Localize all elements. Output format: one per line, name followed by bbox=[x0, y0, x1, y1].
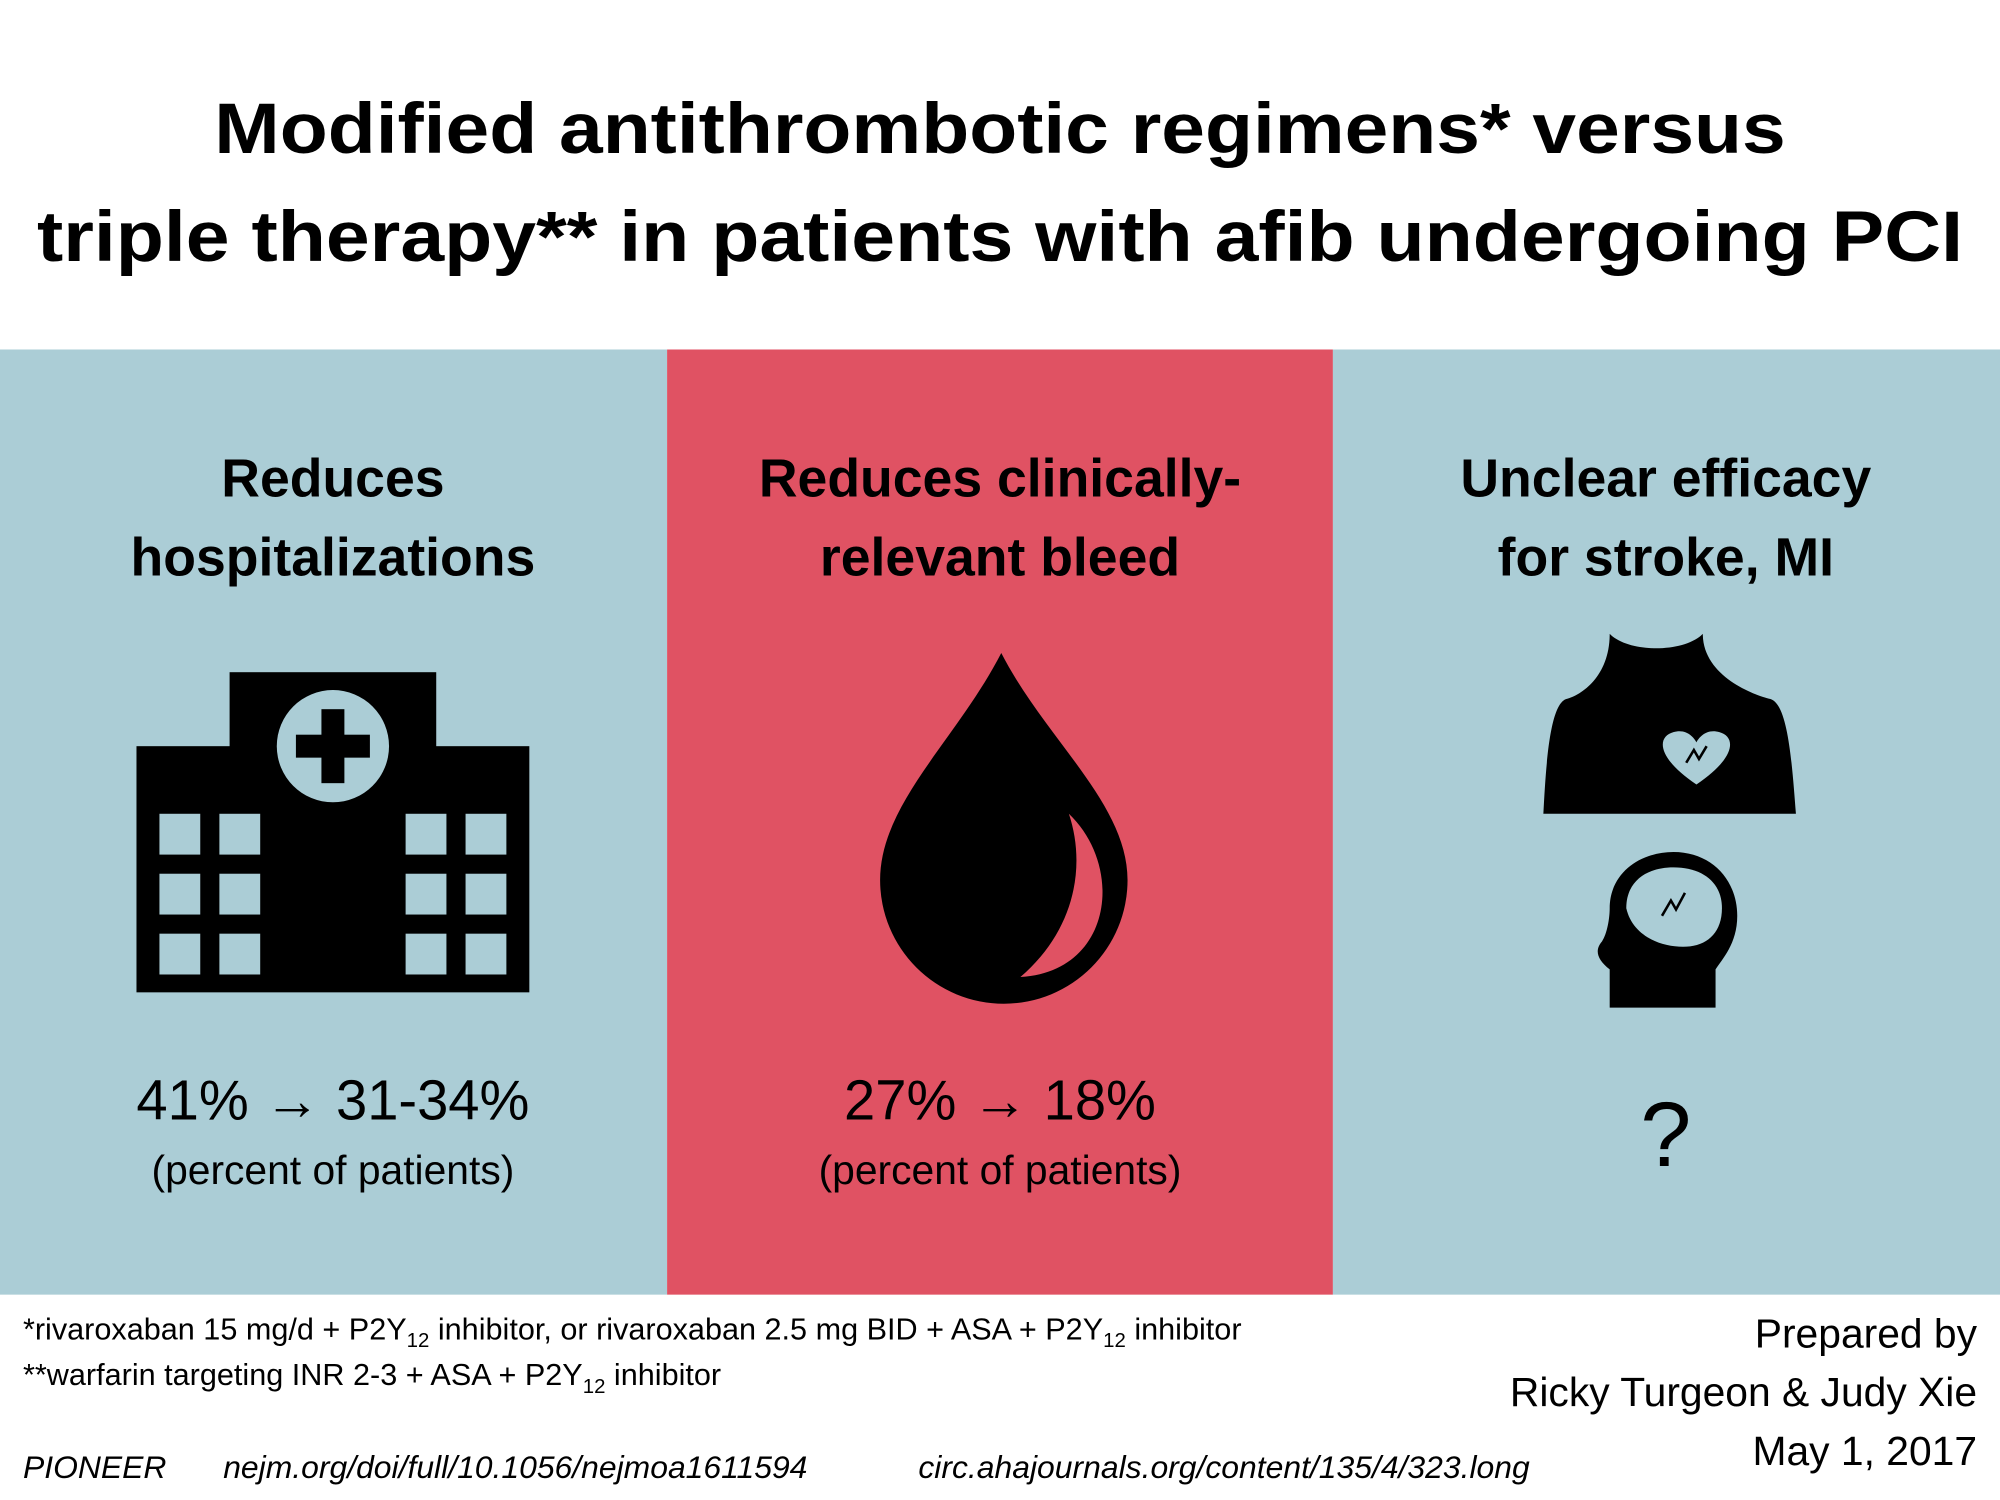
title-line: Modified antithrombotic regimens* versus bbox=[214, 89, 1785, 169]
panel-heading: hospitalizations bbox=[131, 528, 536, 587]
torso-icon bbox=[1543, 633, 1796, 814]
reference: PIONEER bbox=[23, 1449, 166, 1485]
footnote-text: **warfarin targeting INR 2-3 + ASA + P2Y bbox=[23, 1358, 583, 1392]
footnote-text: inhibitor, or rivaroxaban 2.5 mg BID + A… bbox=[429, 1312, 1103, 1346]
panel-heading: relevant bleed bbox=[820, 528, 1180, 587]
panel-bg bbox=[1332, 349, 2000, 1295]
subscript: 12 bbox=[583, 1376, 606, 1398]
footnote-text: *rivaroxaban 15 mg/d + P2Y bbox=[23, 1312, 407, 1346]
panel-heading: for stroke, MI bbox=[1498, 528, 1834, 587]
panel-note: (percent of patients) bbox=[151, 1147, 514, 1193]
hospital-icon bbox=[136, 672, 530, 993]
credit: Prepared by bbox=[1755, 1311, 1978, 1357]
panel-heading: Reduces clinically- bbox=[759, 449, 1241, 508]
credit: May 1, 2017 bbox=[1753, 1428, 1978, 1474]
credit: Ricky Turgeon & Judy Xie bbox=[1510, 1369, 1977, 1415]
footnote-text: inhibitor bbox=[605, 1358, 721, 1392]
reference: nejm.org/doi/full/10.1056/nejmoa1611594 bbox=[223, 1449, 807, 1485]
drop-icon bbox=[880, 653, 1128, 1004]
subscript: 12 bbox=[1103, 1330, 1126, 1352]
footnote: *rivaroxaban 15 mg/d + P2Y12 inhibitor, … bbox=[23, 1312, 1242, 1352]
footnote: **warfarin targeting INR 2-3 + ASA + P2Y… bbox=[23, 1358, 721, 1398]
panel-stat: ? bbox=[1640, 1084, 1691, 1186]
head-icon bbox=[1597, 852, 1738, 1008]
panel-heading: Unclear efficacy bbox=[1460, 449, 1871, 508]
title-line: triple therapy** in patients with afib u… bbox=[37, 197, 1963, 277]
panel-stat: 41% → 31-34% bbox=[136, 1068, 529, 1131]
footnote-text: inhibitor bbox=[1126, 1312, 1242, 1346]
panel-stat: 27% → 18% bbox=[844, 1068, 1156, 1131]
subscript: 12 bbox=[407, 1330, 430, 1352]
reference: circ.ahajournals.org/content/135/4/323.l… bbox=[918, 1449, 1530, 1485]
panel-heading: Reduces bbox=[221, 449, 444, 508]
panel-note: (percent of patients) bbox=[819, 1147, 1182, 1193]
